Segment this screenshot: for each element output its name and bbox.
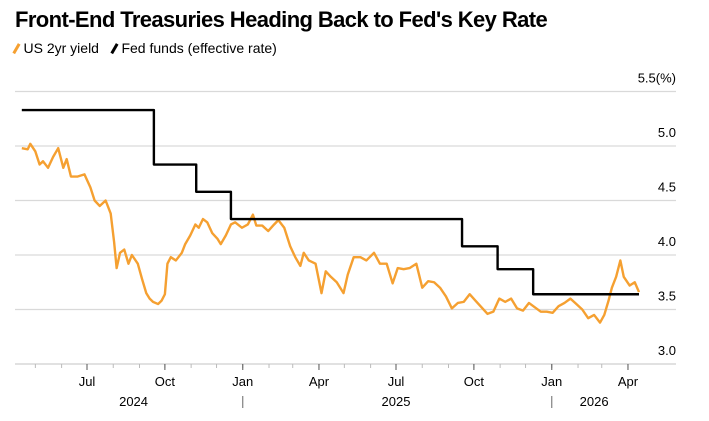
y-tick-label: 5.0	[658, 125, 676, 140]
chart-title: Front-End Treasuries Heading Back to Fed…	[15, 7, 548, 32]
x-tick-label: Jan	[232, 374, 253, 389]
legend-label: Fed funds (effective rate)	[121, 40, 277, 56]
legend: US 2yr yield Fed funds (effective rate)	[12, 40, 277, 56]
y-tick-label: 5.5(%)	[638, 71, 676, 86]
x-tick-label: Oct	[464, 374, 485, 389]
x-tick-label: Oct	[155, 374, 176, 389]
series-line-us-2yr-yield	[21, 142, 641, 324]
x-tick-label: Jul	[388, 374, 405, 389]
series-line-fed-funds	[21, 108, 639, 296]
x-tick-label: Jan	[541, 374, 562, 389]
year-label: 2026	[580, 394, 609, 409]
y-tick-label: 3.0	[658, 343, 676, 358]
year-label: 2024	[119, 394, 148, 409]
y-tick-label: 4.0	[658, 234, 676, 249]
x-tick-label: Jul	[79, 374, 96, 389]
y-tick-label: 3.5	[658, 289, 676, 304]
x-tick-label: Apr	[618, 374, 639, 389]
y-tick-label: 4.5	[658, 180, 676, 195]
legend-item-fed-funds: Fed funds (effective rate)	[110, 40, 277, 56]
legend-label: US 2yr yield	[23, 40, 99, 56]
x-tick-label: Apr	[309, 374, 330, 389]
legend-item-us-2yr-yield: US 2yr yield	[12, 40, 99, 56]
year-label: 2025	[382, 394, 411, 409]
